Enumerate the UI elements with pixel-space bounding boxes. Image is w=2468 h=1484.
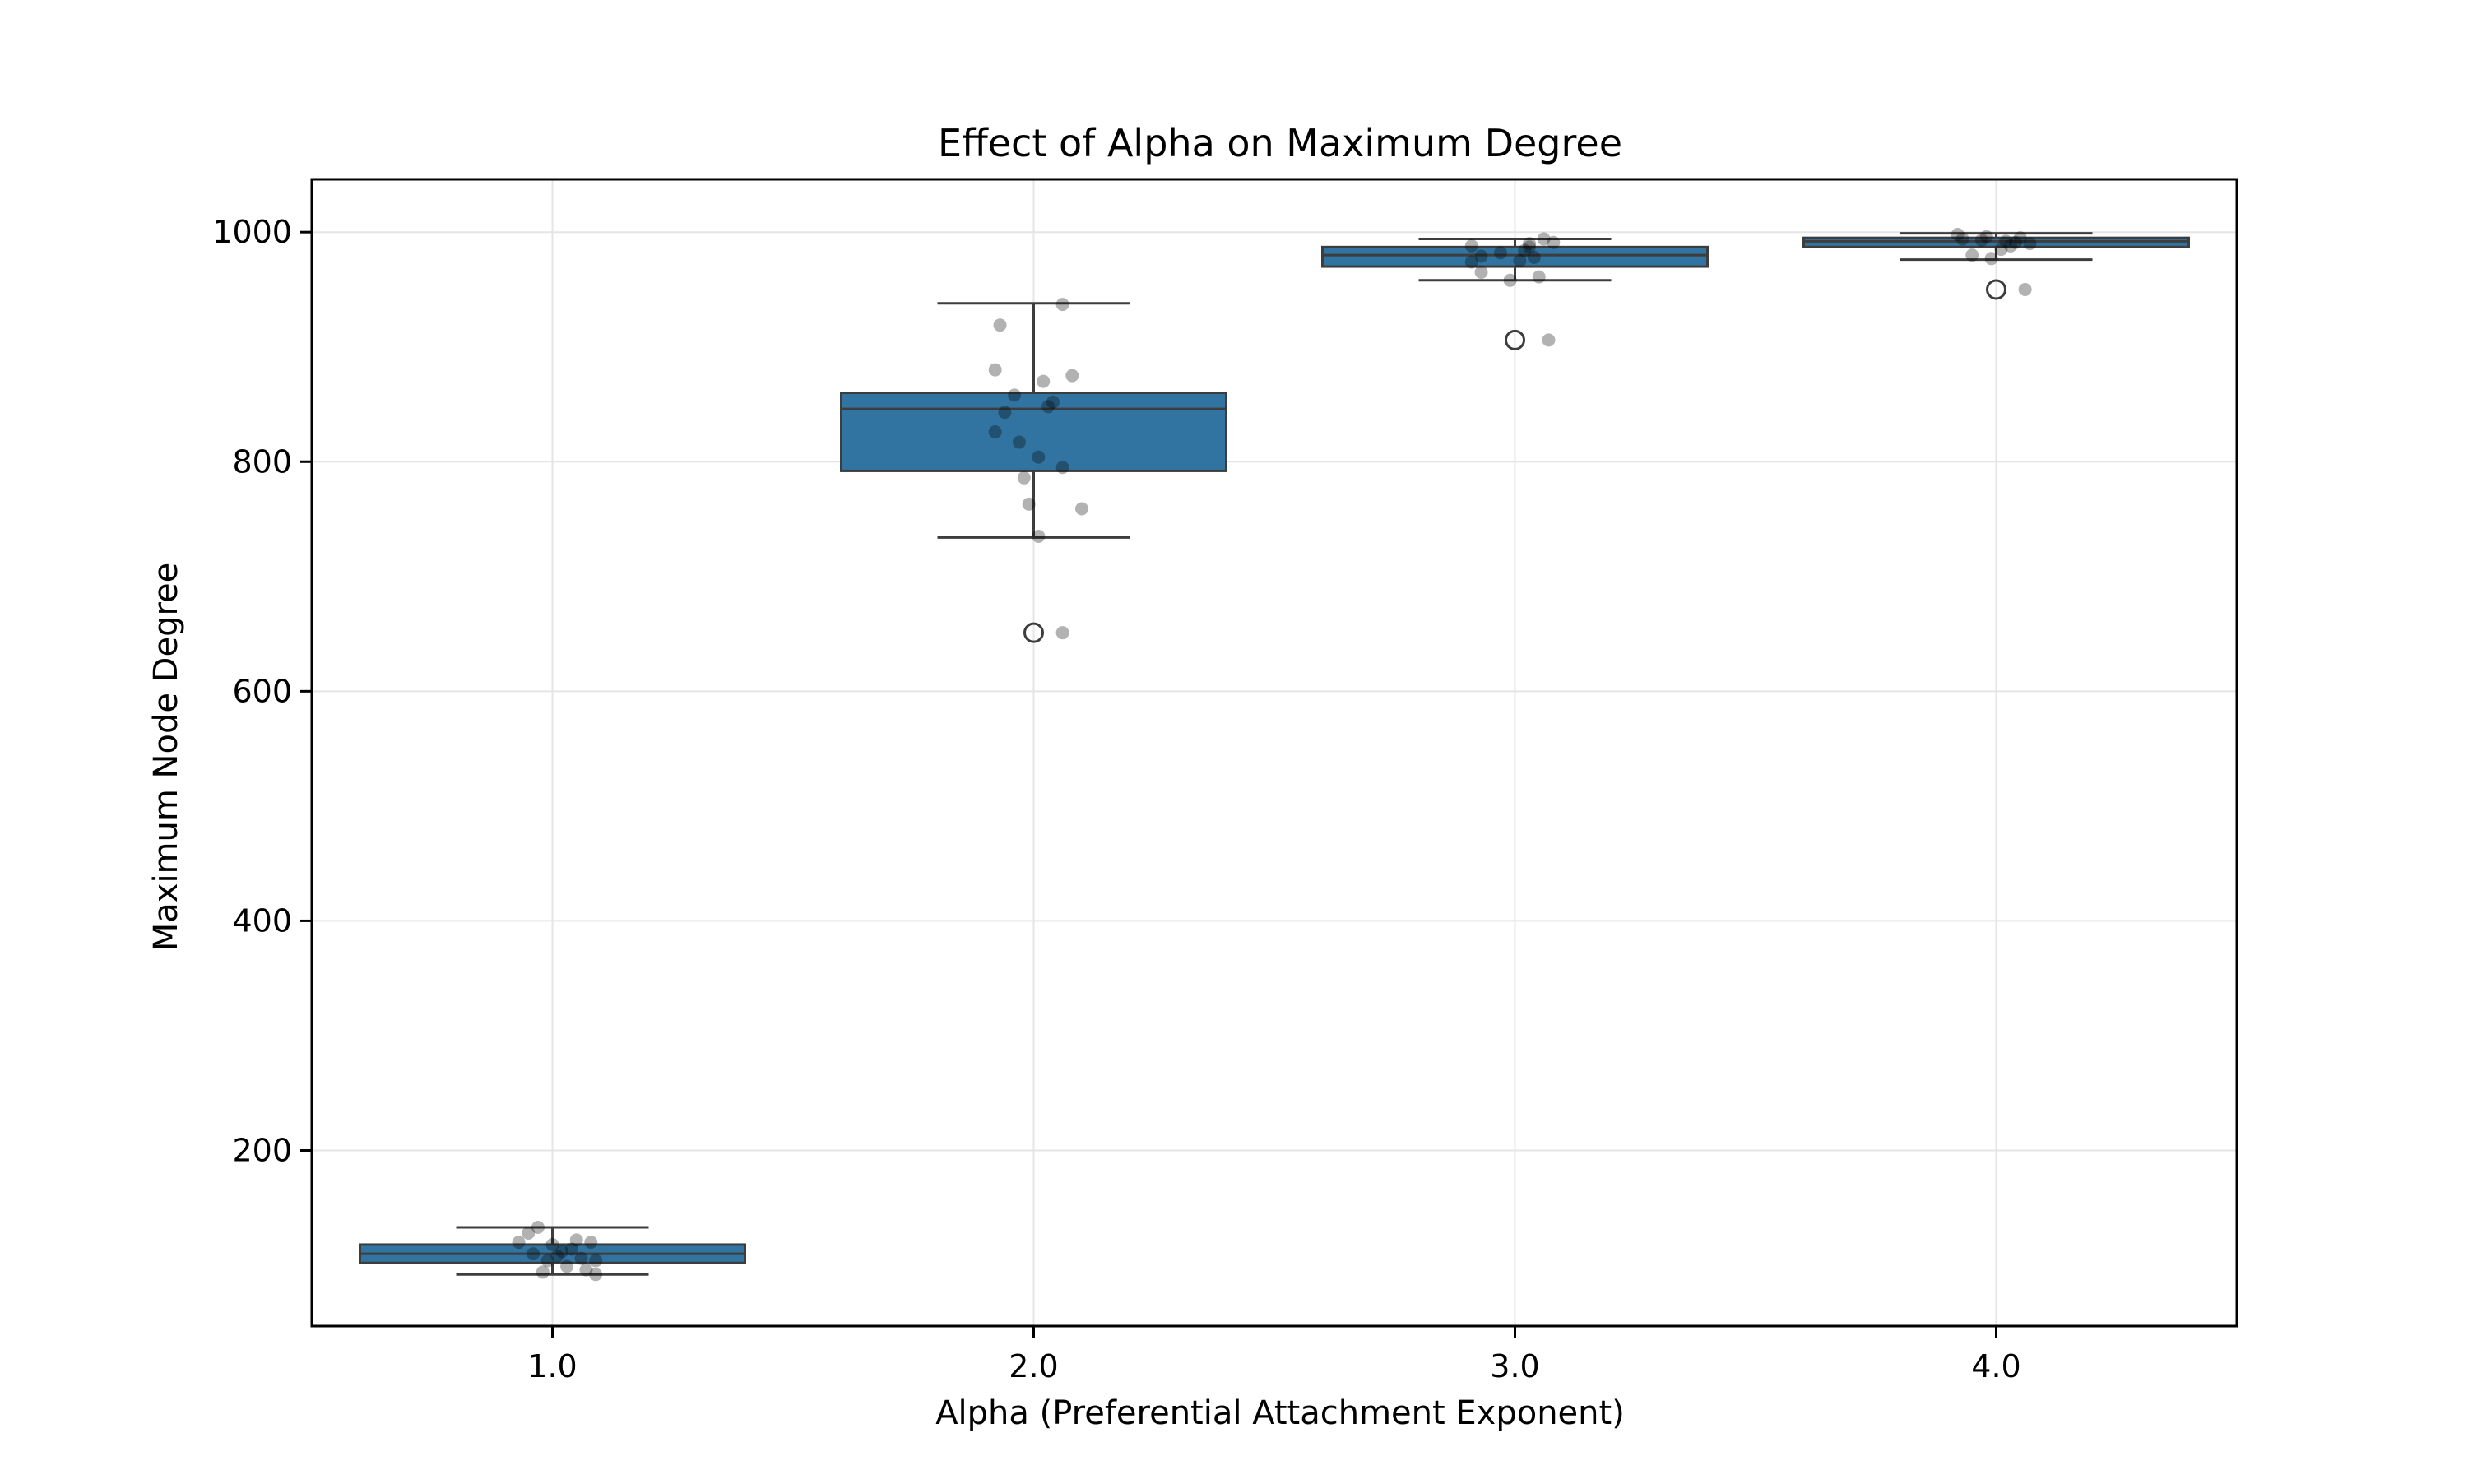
data-point (2004, 239, 2018, 253)
data-point (1955, 232, 1969, 246)
x-tick-label: 1.0 (527, 1348, 577, 1384)
box-iqr (840, 392, 1227, 472)
x-tick-label: 2.0 (1009, 1348, 1058, 1384)
data-point (1008, 388, 1022, 402)
data-point (545, 1237, 559, 1251)
data-point (1979, 230, 1993, 243)
data-point (531, 1220, 545, 1234)
data-point (1037, 374, 1051, 388)
data-point (1046, 395, 1060, 409)
data-point (1017, 471, 1031, 485)
data-point (589, 1254, 603, 1268)
outlier-marker (1986, 279, 2006, 300)
data-point (1965, 248, 1979, 262)
data-point (1523, 237, 1537, 251)
x-axis-label: Alpha (Preferential Attachment Exponent) (935, 1394, 1625, 1432)
data-point (1065, 369, 1079, 383)
data-point (584, 1236, 598, 1250)
data-point (550, 1249, 564, 1263)
data-point (1055, 626, 1069, 640)
data-point (2018, 282, 2032, 296)
data-point (1474, 249, 1488, 263)
data-point (1523, 240, 1537, 254)
data-point (574, 1251, 588, 1265)
data-point (1032, 450, 1046, 464)
data-point (1464, 239, 1478, 253)
data-point (1974, 233, 1988, 247)
data-point (1075, 502, 1088, 516)
y-tick-label: 400 (232, 902, 292, 939)
data-point (1474, 266, 1488, 280)
data-point (993, 318, 1007, 332)
data-point (527, 1247, 540, 1261)
data-point (522, 1226, 536, 1240)
data-point (1503, 273, 1517, 287)
data-point (536, 1265, 550, 1279)
y-tick-label: 1000 (212, 214, 292, 250)
y-axis-label: Maximum Node Degree (147, 563, 185, 952)
y-tick-label: 600 (232, 673, 292, 709)
data-point (560, 1259, 574, 1273)
data-point (1032, 529, 1046, 543)
x-tick-label: 4.0 (1971, 1348, 2020, 1384)
data-point (1493, 246, 1507, 260)
data-point (569, 1233, 583, 1247)
data-point (1055, 298, 1069, 312)
chart-title: Effect of Alpha on Maximum Degree (938, 121, 1622, 165)
box-iqr (1321, 245, 1709, 268)
data-point (988, 363, 1002, 377)
data-point (1527, 250, 1541, 264)
outlier-marker (1023, 622, 1044, 643)
data-point (589, 1268, 603, 1282)
x-tick-label: 3.0 (1490, 1348, 1539, 1384)
y-tick-label: 200 (232, 1133, 292, 1169)
data-point (2008, 235, 2022, 249)
data-point (2013, 231, 2027, 245)
data-point (564, 1242, 578, 1256)
data-point (1055, 461, 1069, 475)
grid-layer (312, 179, 2237, 1326)
data-point (1518, 243, 1532, 257)
data-point (1513, 254, 1527, 268)
data-point (988, 424, 1002, 438)
data-point (1464, 255, 1478, 269)
box-layer (359, 232, 2190, 1276)
outlier-marker (1505, 329, 1525, 350)
data-point (1547, 235, 1561, 249)
data-point (512, 1236, 526, 1250)
data-point (1994, 243, 2008, 257)
data-point (1041, 400, 1055, 414)
data-point (579, 1263, 593, 1277)
data-point (555, 1245, 569, 1259)
data-point (1022, 497, 1036, 511)
data-point (540, 1254, 554, 1268)
plot-frame (310, 178, 2238, 1328)
data-point (1012, 435, 1026, 449)
data-point (1537, 232, 1551, 246)
points-layer (512, 227, 2037, 1282)
data-point (1951, 227, 1965, 241)
data-point (2023, 237, 2037, 251)
data-point (1532, 270, 1546, 284)
tick-layer: 200 400 600 800 1000 1.0 2.0 3.0 4.0 (212, 214, 2020, 1384)
data-point (1984, 252, 1998, 266)
y-tick-label: 800 (232, 443, 292, 480)
data-point (1542, 333, 1556, 347)
data-point (1999, 234, 2013, 248)
data-point (998, 406, 1012, 420)
